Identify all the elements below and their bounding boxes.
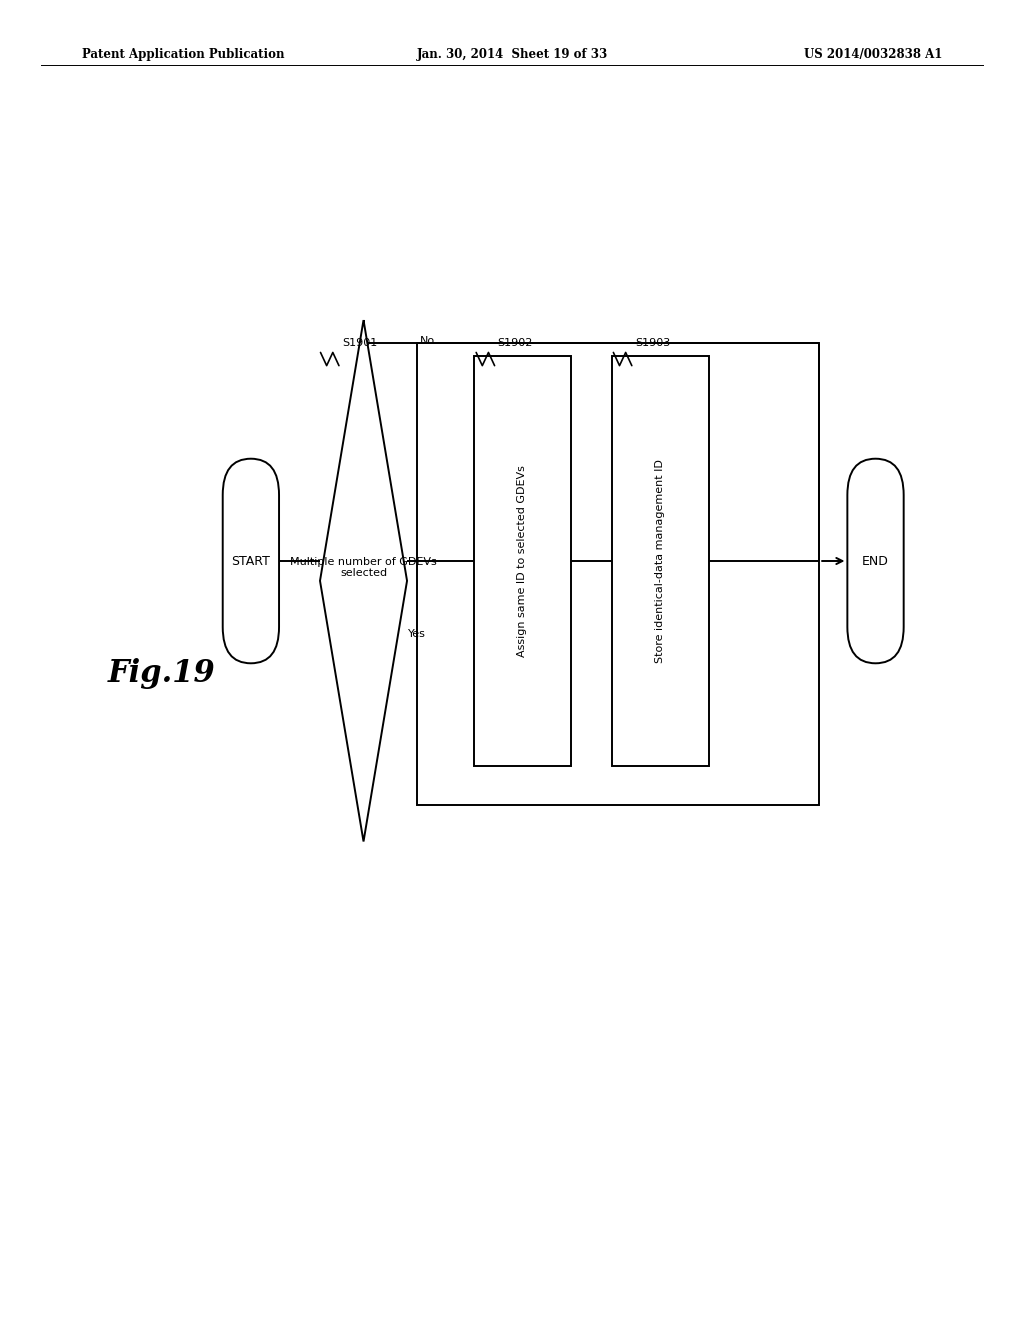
Text: No: No [420, 335, 435, 346]
Text: Yes: Yes [408, 628, 425, 639]
FancyBboxPatch shape [848, 459, 904, 664]
Text: END: END [862, 554, 889, 568]
Text: S1902: S1902 [498, 338, 534, 348]
Text: Multiple number of GDEVs
selected: Multiple number of GDEVs selected [290, 557, 437, 578]
Bar [417, 343, 819, 805]
Bar [473, 356, 571, 766]
Text: S1901: S1901 [342, 338, 377, 348]
Bar [612, 356, 709, 766]
FancyBboxPatch shape [223, 459, 279, 664]
Text: Assign same ID to selected GDEVs: Assign same ID to selected GDEVs [517, 465, 527, 657]
Text: S1903: S1903 [635, 338, 670, 348]
Text: Patent Application Publication: Patent Application Publication [82, 48, 285, 61]
Text: Store identical-data management ID: Store identical-data management ID [655, 459, 666, 663]
Text: Jan. 30, 2014  Sheet 19 of 33: Jan. 30, 2014 Sheet 19 of 33 [417, 48, 607, 61]
Polygon shape [319, 319, 407, 842]
Text: START: START [231, 554, 270, 568]
Text: Fig.19: Fig.19 [108, 657, 215, 689]
Text: US 2014/0032838 A1: US 2014/0032838 A1 [804, 48, 942, 61]
